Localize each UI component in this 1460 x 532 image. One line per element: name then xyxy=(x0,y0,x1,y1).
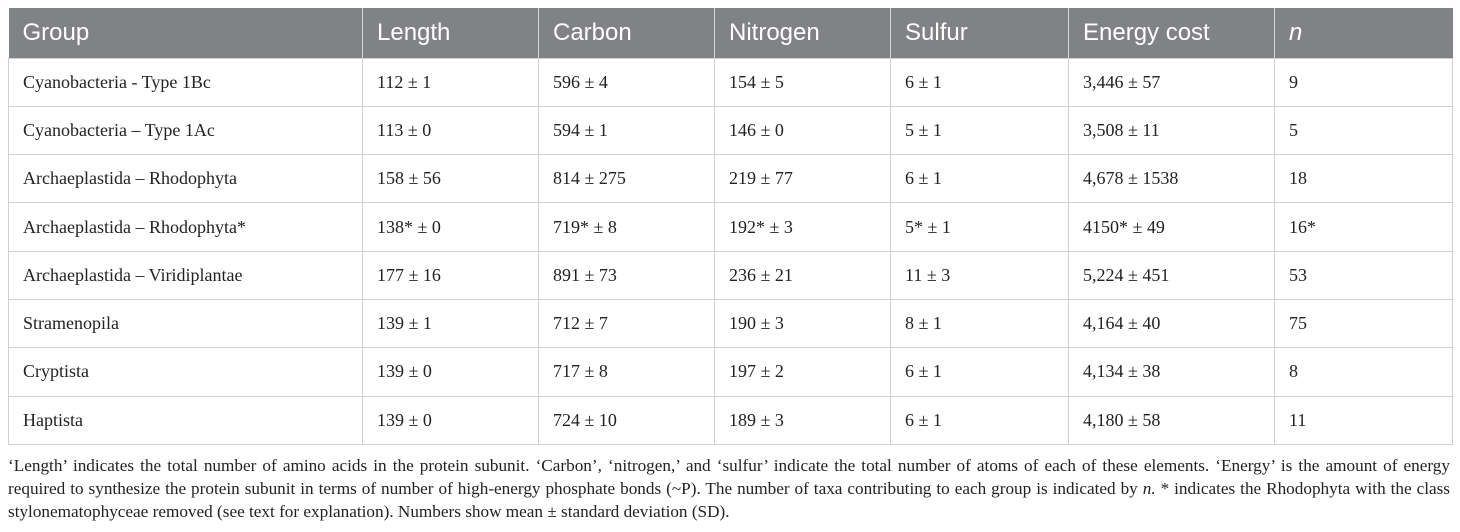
table-cell: 4,134 ± 38 xyxy=(1068,347,1275,397)
column-header: n xyxy=(1274,8,1453,58)
table-body: Cyanobacteria - Type 1Bc 112 ± 1 596 ± 4 15… xyxy=(8,57,1453,445)
table-cell: Stramenopila xyxy=(8,298,363,349)
table-container: Group Length Carbon Nitrogen Sulfur Energy co… xyxy=(8,8,1453,524)
table-cell: 5* ± 1 xyxy=(890,202,1069,252)
table-cell: 6 ± 1 xyxy=(890,395,1069,445)
table-cell: 717 ± 8 xyxy=(538,347,715,397)
table-cell: Haptista xyxy=(8,395,363,445)
table-cell: 5,224 ± 451 xyxy=(1068,250,1275,300)
table-cell: 8 xyxy=(1274,347,1453,397)
table-cell: 6 ± 1 xyxy=(890,347,1069,397)
table-cell: 197 ± 2 xyxy=(714,347,891,397)
table-cell: 724 ± 10 xyxy=(538,395,715,445)
table-cell: 3,446 ± 57 xyxy=(1068,57,1275,107)
table-cell: 113 ± 0 xyxy=(362,105,539,156)
footnote: ‘Length’ indicates the total number of a… xyxy=(8,454,1452,524)
table-cell: 4,678 ± 1538 xyxy=(1068,154,1275,204)
table-cell: Archaeplastida – Rhodophyta* xyxy=(8,202,363,252)
table-cell: 192* ± 3 xyxy=(714,202,891,252)
column-header: Sulfur xyxy=(890,8,1069,58)
table-cell: 9 xyxy=(1274,57,1453,107)
table-cell: 189 ± 3 xyxy=(714,395,891,445)
table-cell: 158 ± 56 xyxy=(362,154,539,204)
table-cell: 6 ± 1 xyxy=(890,57,1069,107)
table-cell: 11 ± 3 xyxy=(890,250,1069,300)
table-cell: 596 ± 4 xyxy=(538,57,715,107)
footnote-text: ‘Length’ indicates the total number of a… xyxy=(8,455,1450,499)
table-cell: 712 ± 7 xyxy=(538,298,715,349)
table-cell: 146 ± 0 xyxy=(714,105,891,156)
table-cell: 16* xyxy=(1274,202,1453,252)
column-header: Length xyxy=(362,8,539,58)
table-cell: 891 ± 73 xyxy=(538,250,715,300)
table-cell: 219 ± 77 xyxy=(714,154,891,204)
data-table: Group Length Carbon Nitrogen Sulfur Energy co… xyxy=(8,8,1453,445)
column-header: Energy cost xyxy=(1068,8,1275,58)
table-cell: 139 ± 1 xyxy=(362,298,539,349)
column-header: Group xyxy=(8,8,363,58)
header-row: Group Length Carbon Nitrogen Sulfur Energy co… xyxy=(8,8,1453,58)
table-cell: 190 ± 3 xyxy=(714,298,891,349)
table-cell: 75 xyxy=(1274,298,1453,349)
column-header: Carbon xyxy=(538,8,715,58)
footnote-italic: n. xyxy=(1142,479,1156,499)
table-row: Cyanobacteria - Type 1Bc 112 ± 1 596 ± 4 15… xyxy=(8,57,1453,107)
column-header: Nitrogen xyxy=(714,8,891,58)
table-cell: 138* ± 0 xyxy=(362,202,539,252)
table-cell: 177 ± 16 xyxy=(362,250,539,300)
table-cell: 4,180 ± 58 xyxy=(1068,395,1275,445)
table-cell: 594 ± 1 xyxy=(538,105,715,156)
table-row: Archaeplastida – Rhodophyta 158 ± 56 814 ±… xyxy=(8,154,1453,204)
table-cell: 3,508 ± 11 xyxy=(1068,105,1275,156)
table-cell: 5 xyxy=(1274,105,1453,156)
table-cell: Archaeplastida – Viridiplantae xyxy=(8,250,363,300)
table-cell: Cyanobacteria - Type 1Bc xyxy=(8,57,363,107)
table-row: Archaeplastida – Viridiplantae 177 ± 16 89… xyxy=(8,250,1453,300)
table-cell: 719* ± 8 xyxy=(538,202,715,252)
table-row: Cyanobacteria – Type 1Ac 113 ± 0 594 ± 1 14… xyxy=(8,105,1453,156)
table-cell: Archaeplastida – Rhodophyta xyxy=(8,154,363,204)
table-cell: 18 xyxy=(1274,154,1453,204)
table-cell: 139 ± 0 xyxy=(362,395,539,445)
table-cell: 53 xyxy=(1274,250,1453,300)
table-cell: 6 ± 1 xyxy=(890,154,1069,204)
table-cell: 4150* ± 49 xyxy=(1068,202,1275,252)
table-cell: 11 xyxy=(1274,395,1453,445)
table-cell: 5 ± 1 xyxy=(890,105,1069,156)
table-cell: 8 ± 1 xyxy=(890,298,1069,349)
table-cell: 112 ± 1 xyxy=(362,57,539,107)
table-cell: 154 ± 5 xyxy=(714,57,891,107)
table-cell: 236 ± 21 xyxy=(714,250,891,300)
table-row: Archaeplastida – Rhodophyta* 138* ± 0 719*… xyxy=(8,202,1453,252)
table-cell: 4,164 ± 40 xyxy=(1068,298,1275,349)
table-cell: Cryptista xyxy=(8,347,363,397)
footnote-text: * indicates the Rhodophyta with the clas… xyxy=(8,479,1450,522)
table-cell: 139 ± 0 xyxy=(362,347,539,397)
table-cell: Cyanobacteria – Type 1Ac xyxy=(8,105,363,156)
table-cell: 814 ± 275 xyxy=(538,154,715,204)
